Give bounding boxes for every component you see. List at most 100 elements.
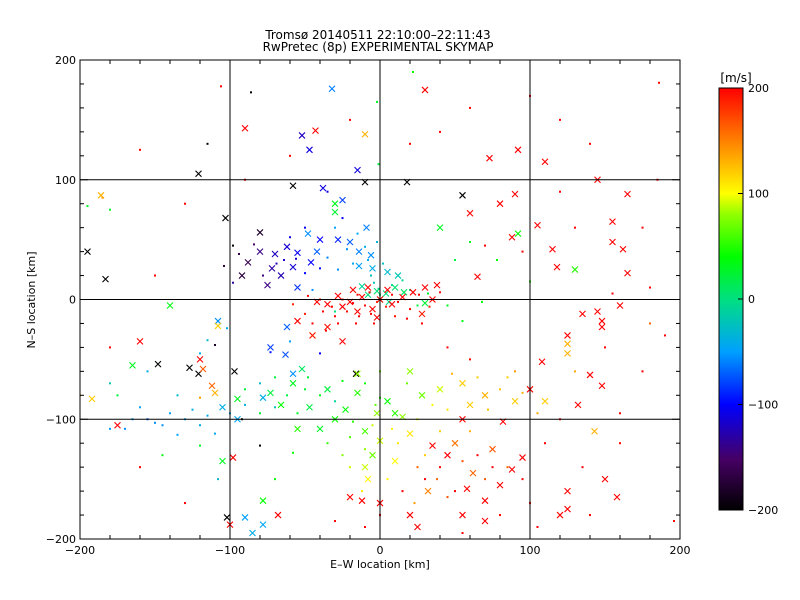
data-point-cross [364, 284, 372, 291]
data-point-dot [364, 245, 366, 248]
data-point-dot [356, 232, 359, 235]
data-point-dot [259, 444, 261, 447]
data-point-dot [199, 424, 201, 427]
data-point-cross [358, 282, 366, 290]
data-point-dot [416, 304, 419, 307]
data-point-dot [206, 142, 209, 145]
data-point-dot [352, 302, 354, 305]
data-point-cross [394, 272, 402, 279]
data-point-cross [309, 332, 316, 339]
data-point-dot [274, 406, 276, 409]
data-point-dot [589, 514, 591, 517]
data-point-dot [161, 424, 164, 427]
data-point-dot [364, 448, 366, 451]
data-point-cross [249, 529, 256, 537]
data-point-cross [514, 230, 522, 238]
data-point-cross [514, 146, 522, 154]
data-point-cross [283, 243, 291, 251]
data-point-cross [459, 511, 466, 519]
data-point-dot [253, 243, 255, 246]
data-point-cross [388, 300, 396, 308]
data-point-cross [451, 439, 459, 447]
data-point-cross [406, 430, 414, 438]
data-point-cross [219, 403, 226, 411]
data-point-dot [373, 322, 375, 325]
data-point-cross [219, 457, 226, 465]
data-point-dot [169, 412, 171, 415]
data-point-dot [416, 466, 419, 469]
data-point-cross [594, 308, 601, 315]
data-point-dot [358, 315, 360, 318]
data-point-cross [316, 236, 324, 244]
data-point-cross [414, 523, 421, 531]
data-point-cross [481, 517, 489, 525]
data-point-dot [409, 308, 411, 311]
data-point-dot [370, 274, 372, 277]
data-point-cross [541, 158, 549, 166]
data-point-dot [109, 346, 111, 349]
grid-lines [80, 60, 680, 539]
data-point-cross [466, 401, 474, 409]
data-point-cross [355, 262, 363, 270]
data-point-dot [262, 274, 264, 277]
data-point-dot [461, 320, 464, 323]
data-point-cross [549, 245, 556, 253]
data-point-dot [469, 241, 471, 244]
data-point-dot [139, 406, 141, 409]
axis-ticks: −200 −100 0 100 200 −200 −100 0 100 200 [46, 54, 691, 557]
data-point-cross [459, 379, 466, 387]
data-point-dot [481, 300, 483, 303]
data-point-cross [601, 475, 609, 483]
data-point-dot [326, 442, 329, 445]
data-point-dot [199, 352, 201, 355]
data-point-dot [86, 205, 89, 208]
data-point-dot [274, 376, 276, 379]
data-point-dot [406, 382, 408, 385]
data-point-dot [469, 430, 471, 433]
data-point-dot [413, 502, 416, 505]
data-point-dot [319, 394, 321, 397]
data-point-dot [259, 382, 261, 385]
data-point-cross [613, 493, 621, 501]
y-axis-label: N–S location [km] [25, 251, 38, 348]
data-point-dot [658, 81, 660, 84]
data-point-dot [337, 268, 339, 271]
data-point-cross [294, 249, 301, 257]
data-point-cross [346, 493, 354, 501]
data-point-cross [354, 389, 361, 397]
data-point-cross [282, 351, 289, 358]
data-point-dot [386, 478, 389, 481]
data-point-cross [154, 360, 162, 368]
data-point-dot [146, 370, 149, 373]
data-point-cross [334, 292, 342, 300]
data-point-dot [341, 217, 344, 220]
data-point-dot [292, 451, 294, 454]
data-point-dot [376, 300, 378, 303]
data-point-cross [469, 469, 477, 477]
data-point-cross [312, 127, 319, 135]
data-point-cross [508, 466, 516, 473]
data-point-dot [439, 466, 441, 469]
data-point-cross [358, 497, 366, 505]
data-point-dot [506, 466, 509, 469]
data-point-cross [363, 224, 370, 232]
data-point-cross [259, 497, 267, 505]
data-point-cross [268, 264, 276, 272]
data-point-dot [664, 334, 666, 337]
data-point-dot [641, 370, 644, 373]
data-point-cross [339, 196, 346, 204]
data-point-dot [334, 315, 336, 318]
data-point-dot [295, 257, 297, 260]
data-point-dot [373, 281, 375, 284]
data-point-dot [283, 258, 285, 261]
data-point-dot [673, 520, 675, 523]
data-point-dot [349, 466, 351, 469]
data-point-cross [564, 487, 571, 495]
data-point-cross [234, 395, 241, 403]
data-point-dot [431, 403, 434, 406]
y-tick-label: −200 [46, 533, 76, 546]
data-point-cross [229, 454, 237, 461]
data-point-dot [581, 466, 584, 469]
data-point-cross [264, 281, 271, 289]
data-point-dot [124, 427, 126, 430]
